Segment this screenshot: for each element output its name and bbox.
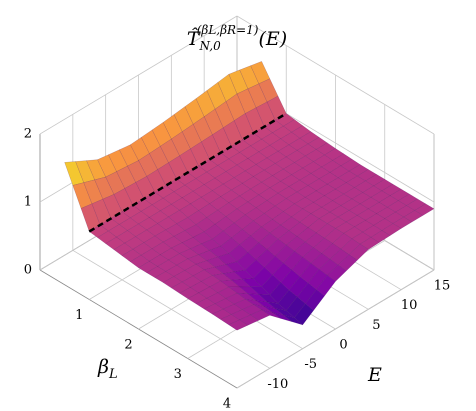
surface-cell — [285, 218, 345, 264]
surface-cell — [162, 264, 221, 299]
chart-title: T̂N,0 (βL,βR=1)(E) — [187, 23, 287, 53]
surface-cell — [113, 229, 172, 269]
y-tick-label: 10 — [401, 298, 418, 313]
surface-cell — [245, 298, 303, 326]
x-label-base: β — [97, 356, 109, 378]
surface-patch — [348, 243, 369, 261]
surface-cell — [187, 280, 246, 315]
reference-line — [88, 112, 287, 233]
x-tick-label: 3 — [174, 367, 182, 382]
surface-cell — [228, 61, 287, 134]
surface-cell — [220, 132, 279, 172]
title-arg: (E) — [258, 28, 287, 50]
title-sup: (βL,βR=1) — [197, 23, 259, 37]
surface-cell — [343, 213, 402, 250]
surface-cell — [121, 191, 180, 231]
x-axis-label: βL — [97, 356, 118, 382]
surface-cell — [195, 73, 254, 154]
surface — [64, 61, 435, 331]
grid-line — [72, 249, 271, 369]
surface-patch — [414, 203, 435, 216]
z-tick-label: 2 — [24, 127, 32, 142]
surface-cell — [146, 210, 205, 249]
surface-patch — [316, 275, 336, 297]
surface-cell — [179, 190, 238, 233]
surface-patch — [250, 309, 271, 321]
surface-cell — [351, 179, 410, 214]
x-tick-label: 4 — [223, 397, 231, 411]
y-tick-label: -5 — [304, 357, 317, 372]
surface-cell — [302, 148, 361, 185]
surface-cell — [318, 198, 377, 234]
y-tick-label: 5 — [372, 318, 380, 333]
x-tick-label: 1 — [75, 308, 83, 323]
surface-cell — [64, 159, 123, 232]
surface-cell — [195, 253, 254, 282]
z-tick-label: 1 — [24, 195, 32, 210]
surface-cell — [138, 247, 197, 283]
z-tick-label: 0 — [24, 263, 32, 278]
surface-cell — [97, 144, 156, 213]
title-base: T̂ — [187, 28, 201, 50]
surface-cell — [130, 122, 189, 193]
surface-cell — [244, 151, 304, 189]
surface-cell — [88, 211, 148, 250]
surface-cell — [212, 170, 271, 210]
surface-patch — [381, 223, 402, 236]
surface-cell — [294, 183, 353, 219]
surface-cell — [228, 226, 287, 279]
surface-cell — [253, 244, 312, 304]
x-label-sub: L — [108, 367, 118, 382]
y-tick-label: 15 — [434, 279, 451, 294]
surface-cell — [211, 298, 271, 331]
surface-cell — [187, 152, 246, 191]
surface-cell — [310, 233, 369, 282]
y-tick-label: 0 — [339, 338, 347, 353]
surface-cell — [269, 167, 328, 205]
surface-cell — [203, 208, 262, 254]
labels: 0 1 2 1 2 3 4 -10 -5 0 5 10 15 — [24, 127, 451, 411]
x-tick-label: 2 — [124, 338, 132, 353]
surface-cell — [253, 113, 312, 152]
surface-cell — [376, 193, 435, 229]
surface-patch — [283, 314, 303, 326]
surface-cell — [277, 262, 336, 326]
y-axis-label: E — [367, 364, 382, 386]
title-sub: N,0 — [199, 39, 222, 53]
y-tick-label: -10 — [267, 377, 288, 392]
